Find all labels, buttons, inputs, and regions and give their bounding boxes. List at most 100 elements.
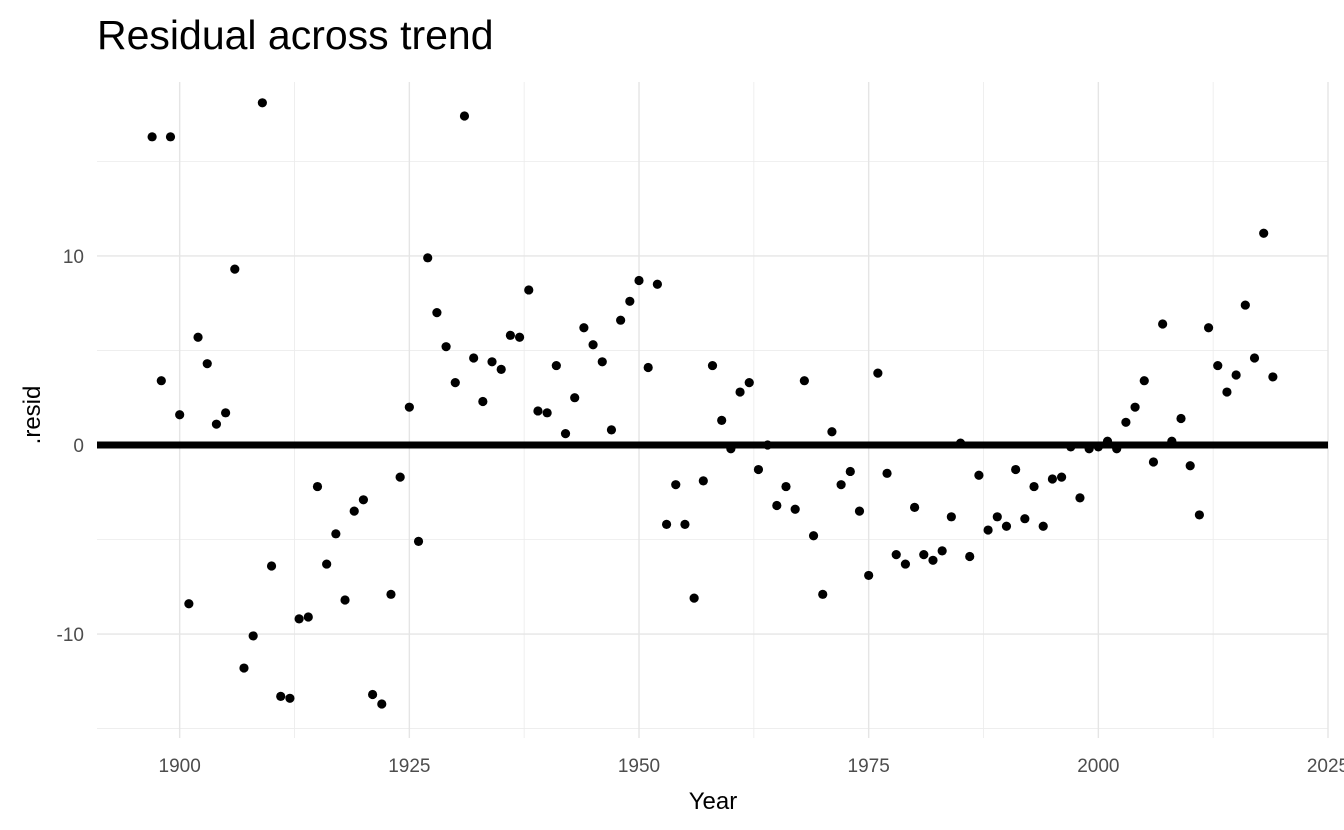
data-point bbox=[202, 359, 212, 369]
data-point bbox=[928, 555, 938, 565]
data-point bbox=[514, 332, 525, 342]
grid-minor-lines bbox=[97, 82, 1328, 738]
data-point bbox=[349, 506, 359, 516]
data-point bbox=[487, 357, 497, 367]
chart-title: Residual across trend bbox=[97, 12, 494, 58]
data-point bbox=[707, 360, 718, 371]
data-point bbox=[147, 132, 157, 142]
x-tick-label: 1900 bbox=[159, 756, 201, 777]
data-point bbox=[1259, 228, 1269, 238]
data-point bbox=[946, 512, 956, 522]
x-axis-title: Year bbox=[689, 788, 738, 815]
data-point bbox=[184, 599, 194, 609]
data-point bbox=[230, 264, 240, 274]
data-point bbox=[459, 111, 470, 121]
data-point bbox=[1130, 402, 1140, 412]
data-point bbox=[239, 663, 249, 673]
data-point bbox=[1020, 514, 1030, 524]
data-point bbox=[992, 512, 1002, 522]
data-point bbox=[1176, 413, 1186, 424]
data-point bbox=[560, 429, 571, 439]
data-point bbox=[1121, 417, 1131, 427]
x-tick-label: 1925 bbox=[388, 756, 430, 777]
data-point bbox=[450, 377, 460, 388]
data-point bbox=[579, 323, 589, 333]
data-point bbox=[1249, 353, 1260, 363]
data-point bbox=[156, 376, 166, 386]
data-point bbox=[900, 559, 911, 569]
data-point bbox=[873, 368, 883, 378]
data-point bbox=[652, 279, 662, 289]
data-point bbox=[1093, 442, 1103, 452]
data-point bbox=[671, 480, 681, 490]
data-point bbox=[423, 253, 433, 263]
data-point bbox=[1102, 436, 1113, 446]
data-point bbox=[533, 406, 543, 416]
data-point bbox=[524, 285, 534, 295]
data-point bbox=[248, 631, 258, 641]
data-point bbox=[910, 502, 920, 512]
data-point bbox=[1139, 376, 1149, 386]
y-axis-title: .resid bbox=[19, 386, 46, 445]
data-point bbox=[643, 362, 653, 373]
data-point bbox=[661, 519, 672, 529]
grid-major-lines bbox=[97, 82, 1329, 738]
data-point bbox=[1029, 481, 1039, 492]
data-point bbox=[735, 387, 745, 397]
data-point bbox=[432, 308, 442, 318]
data-point bbox=[891, 550, 901, 560]
data-point bbox=[597, 357, 607, 367]
data-point bbox=[285, 693, 295, 703]
data-point bbox=[1213, 360, 1223, 371]
data-point bbox=[505, 330, 515, 340]
data-point bbox=[772, 500, 782, 511]
x-tick-label: 1950 bbox=[618, 756, 660, 777]
data-point bbox=[1047, 474, 1058, 484]
data-point bbox=[799, 376, 809, 386]
data-point bbox=[294, 614, 304, 624]
data-point bbox=[193, 332, 203, 342]
data-point bbox=[1001, 521, 1012, 531]
data-point bbox=[882, 468, 892, 478]
data-point bbox=[606, 425, 617, 435]
data-point bbox=[1203, 323, 1214, 333]
data-point bbox=[781, 481, 791, 492]
x-axis-tick-labels: 1900 1925 1950 1975 2000 2025 bbox=[159, 756, 1344, 777]
data-point bbox=[570, 393, 580, 403]
data-point bbox=[1240, 300, 1250, 310]
data-point bbox=[680, 519, 690, 529]
data-point bbox=[689, 593, 699, 603]
y-axis-tick-labels: -10 0 10 bbox=[57, 247, 84, 646]
data-point bbox=[303, 612, 313, 622]
x-tick-label: 1975 bbox=[848, 756, 890, 777]
data-point bbox=[744, 377, 754, 388]
data-point bbox=[1112, 444, 1122, 454]
data-point bbox=[827, 427, 837, 437]
data-point bbox=[1148, 457, 1159, 467]
data-point bbox=[551, 360, 561, 371]
data-point bbox=[955, 438, 966, 448]
y-tick-label: 0 bbox=[73, 436, 84, 457]
data-point bbox=[377, 699, 387, 709]
data-point bbox=[257, 98, 267, 108]
data-point bbox=[386, 589, 396, 599]
data-point bbox=[634, 275, 644, 286]
data-point bbox=[836, 480, 846, 490]
data-point bbox=[478, 396, 488, 407]
data-point bbox=[983, 525, 993, 535]
y-tick-label: -10 bbox=[57, 625, 84, 646]
data-point bbox=[331, 529, 341, 539]
data-point bbox=[211, 419, 222, 429]
data-point bbox=[340, 595, 350, 605]
data-point bbox=[937, 546, 947, 556]
x-tick-label: 2025 bbox=[1307, 756, 1344, 777]
data-point bbox=[588, 340, 598, 350]
data-point bbox=[322, 559, 332, 569]
data-point bbox=[1084, 444, 1094, 454]
data-point bbox=[175, 410, 185, 420]
data-point bbox=[818, 589, 828, 599]
data-point bbox=[469, 353, 479, 363]
data-point bbox=[717, 415, 727, 425]
data-point bbox=[854, 506, 865, 516]
